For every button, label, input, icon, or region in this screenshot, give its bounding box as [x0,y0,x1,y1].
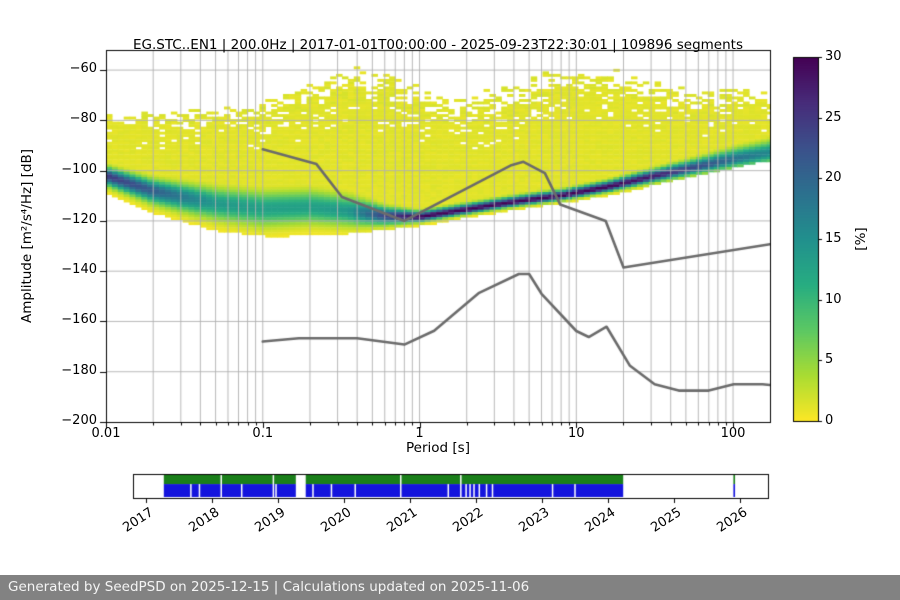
x-tick-label: 1 [415,426,424,441]
x-tick-label: 10 [568,426,585,441]
y-tick-label: −140 [61,262,97,278]
y-axis-label: Amplitude [m²/s⁴/Hz] [dB] [19,148,35,324]
colorbar-tick-label: 0 [825,413,834,428]
x-tick-label: 0.01 [91,426,121,441]
x-tick-label: 100 [720,426,746,441]
colorbar-label: [%] [853,227,869,251]
colorbar-tick-label: 10 [825,291,842,307]
y-tick-label: −80 [69,111,97,127]
colorbar-tick-label: 20 [825,170,842,186]
y-tick-label: −160 [61,312,97,328]
y-tick-label: −60 [69,61,97,77]
x-axis-label: Period [s] [406,440,470,456]
colorbar-tick-label: 30 [825,49,842,64]
plot-title: EG.STC..EN1 | 200.0Hz | 2017-01-01T00:00… [132,37,743,53]
colorbar-tick-label: 5 [825,352,834,368]
footer-bar: Generated by SeedPSD on 2025-12-15 | Cal… [0,575,900,600]
x-tick-label: 0.1 [252,426,274,441]
colorbar-tick-label: 15 [825,231,842,246]
y-tick-label: −180 [61,362,97,378]
y-tick-label: −200 [61,413,97,428]
colorbar-tick-label: 25 [825,109,842,125]
y-tick-label: −100 [61,161,97,177]
footer-text: Generated by SeedPSD on 2025-12-15 | Cal… [8,579,530,595]
y-tick-label: −120 [61,211,97,227]
ppsd-figure-canvas [0,0,900,570]
